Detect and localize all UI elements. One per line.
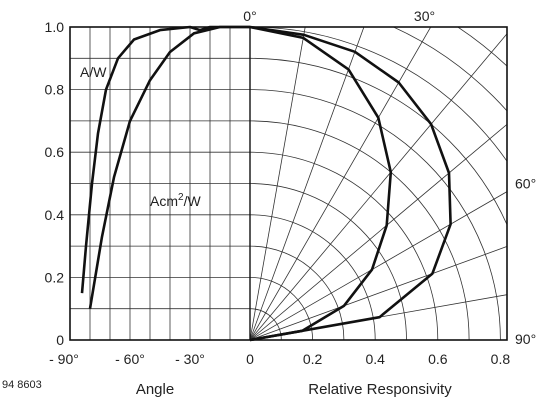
curves — [80, 25, 452, 342]
y-tick-label: 0.8 — [45, 82, 65, 98]
polar-grid-ray — [250, 123, 507, 340]
left-curve-aw — [80, 25, 250, 294]
tick-labels: 0 0.2 0.4 0.6 0.8 1.0 - 90° - 60° - 30° 0 0.2 0.4 0.… — [45, 8, 537, 367]
polar-grid-arc — [250, 214, 376, 340]
series-label-aw: A/W — [80, 64, 107, 80]
polar-grid-arc-outer — [250, 0, 542, 340]
r-tick-label: 0.2 — [303, 351, 323, 367]
r-tick-label: 0.4 — [365, 351, 385, 367]
series-label-acm2w: Acm2/W — [150, 192, 201, 209]
left-curve-acm2w — [88, 25, 250, 309]
x-tick-label: 0 — [246, 351, 254, 367]
angle-tick-label: 90° — [515, 331, 536, 347]
y-tick-label: 1.0 — [45, 19, 65, 35]
polar-curve-aw — [249, 25, 452, 342]
r-tick-label: 0.6 — [428, 351, 448, 367]
polar-grid-arc — [250, 57, 507, 226]
y-tick-label: 0.2 — [45, 269, 65, 285]
polar-grid-arc — [250, 245, 345, 340]
x-tick-label: - 60° — [115, 351, 145, 367]
polar-grid-arc — [250, 151, 439, 340]
series-label-acm2w-sup: 2 — [178, 192, 184, 203]
polar-grid-arc — [250, 89, 501, 340]
polar-grid-ray — [250, 191, 507, 340]
x-tick-label: - 90° — [49, 351, 79, 367]
r-tick-label: 0.8 — [491, 351, 511, 367]
polar-grid-arc-outer — [456, 27, 507, 67]
polar-grid-ray — [250, 27, 432, 340]
polar-grid-arc-outer — [250, 0, 542, 340]
angle-tick-label: 0° — [243, 8, 256, 24]
polar-grid-ray — [250, 27, 365, 340]
y-tick-label: 0.4 — [45, 207, 65, 223]
y-tick-label: 0.6 — [45, 144, 65, 160]
polar-grid-arc-outer — [392, 27, 507, 112]
polar-curve-acm2w — [249, 25, 393, 342]
polar-grid-arc — [250, 183, 407, 340]
figure-code: 94 8603 — [2, 379, 42, 391]
polar-grid-ray — [250, 246, 507, 340]
angle-tick-label: 60° — [515, 176, 536, 192]
polar-grid — [250, 0, 542, 340]
y-tick-label: 0 — [56, 332, 64, 348]
plot-frame — [69, 26, 508, 341]
x-tick-label: - 30° — [175, 351, 205, 367]
x-axis-label-responsivity: Relative Responsivity — [308, 381, 452, 398]
polar-grid-arc — [250, 27, 507, 163]
polar-grid-arc — [250, 120, 470, 340]
polar-grid-ray — [250, 33, 507, 340]
x-axis-label-angle: Angle — [136, 381, 174, 398]
series-label-acm2w-tail: /W — [184, 193, 202, 209]
polar-grid-ray — [250, 27, 306, 340]
plot-border — [69, 26, 508, 341]
series-label-acm2w-base: Acm — [150, 193, 178, 209]
angle-tick-label: 30° — [414, 8, 435, 24]
